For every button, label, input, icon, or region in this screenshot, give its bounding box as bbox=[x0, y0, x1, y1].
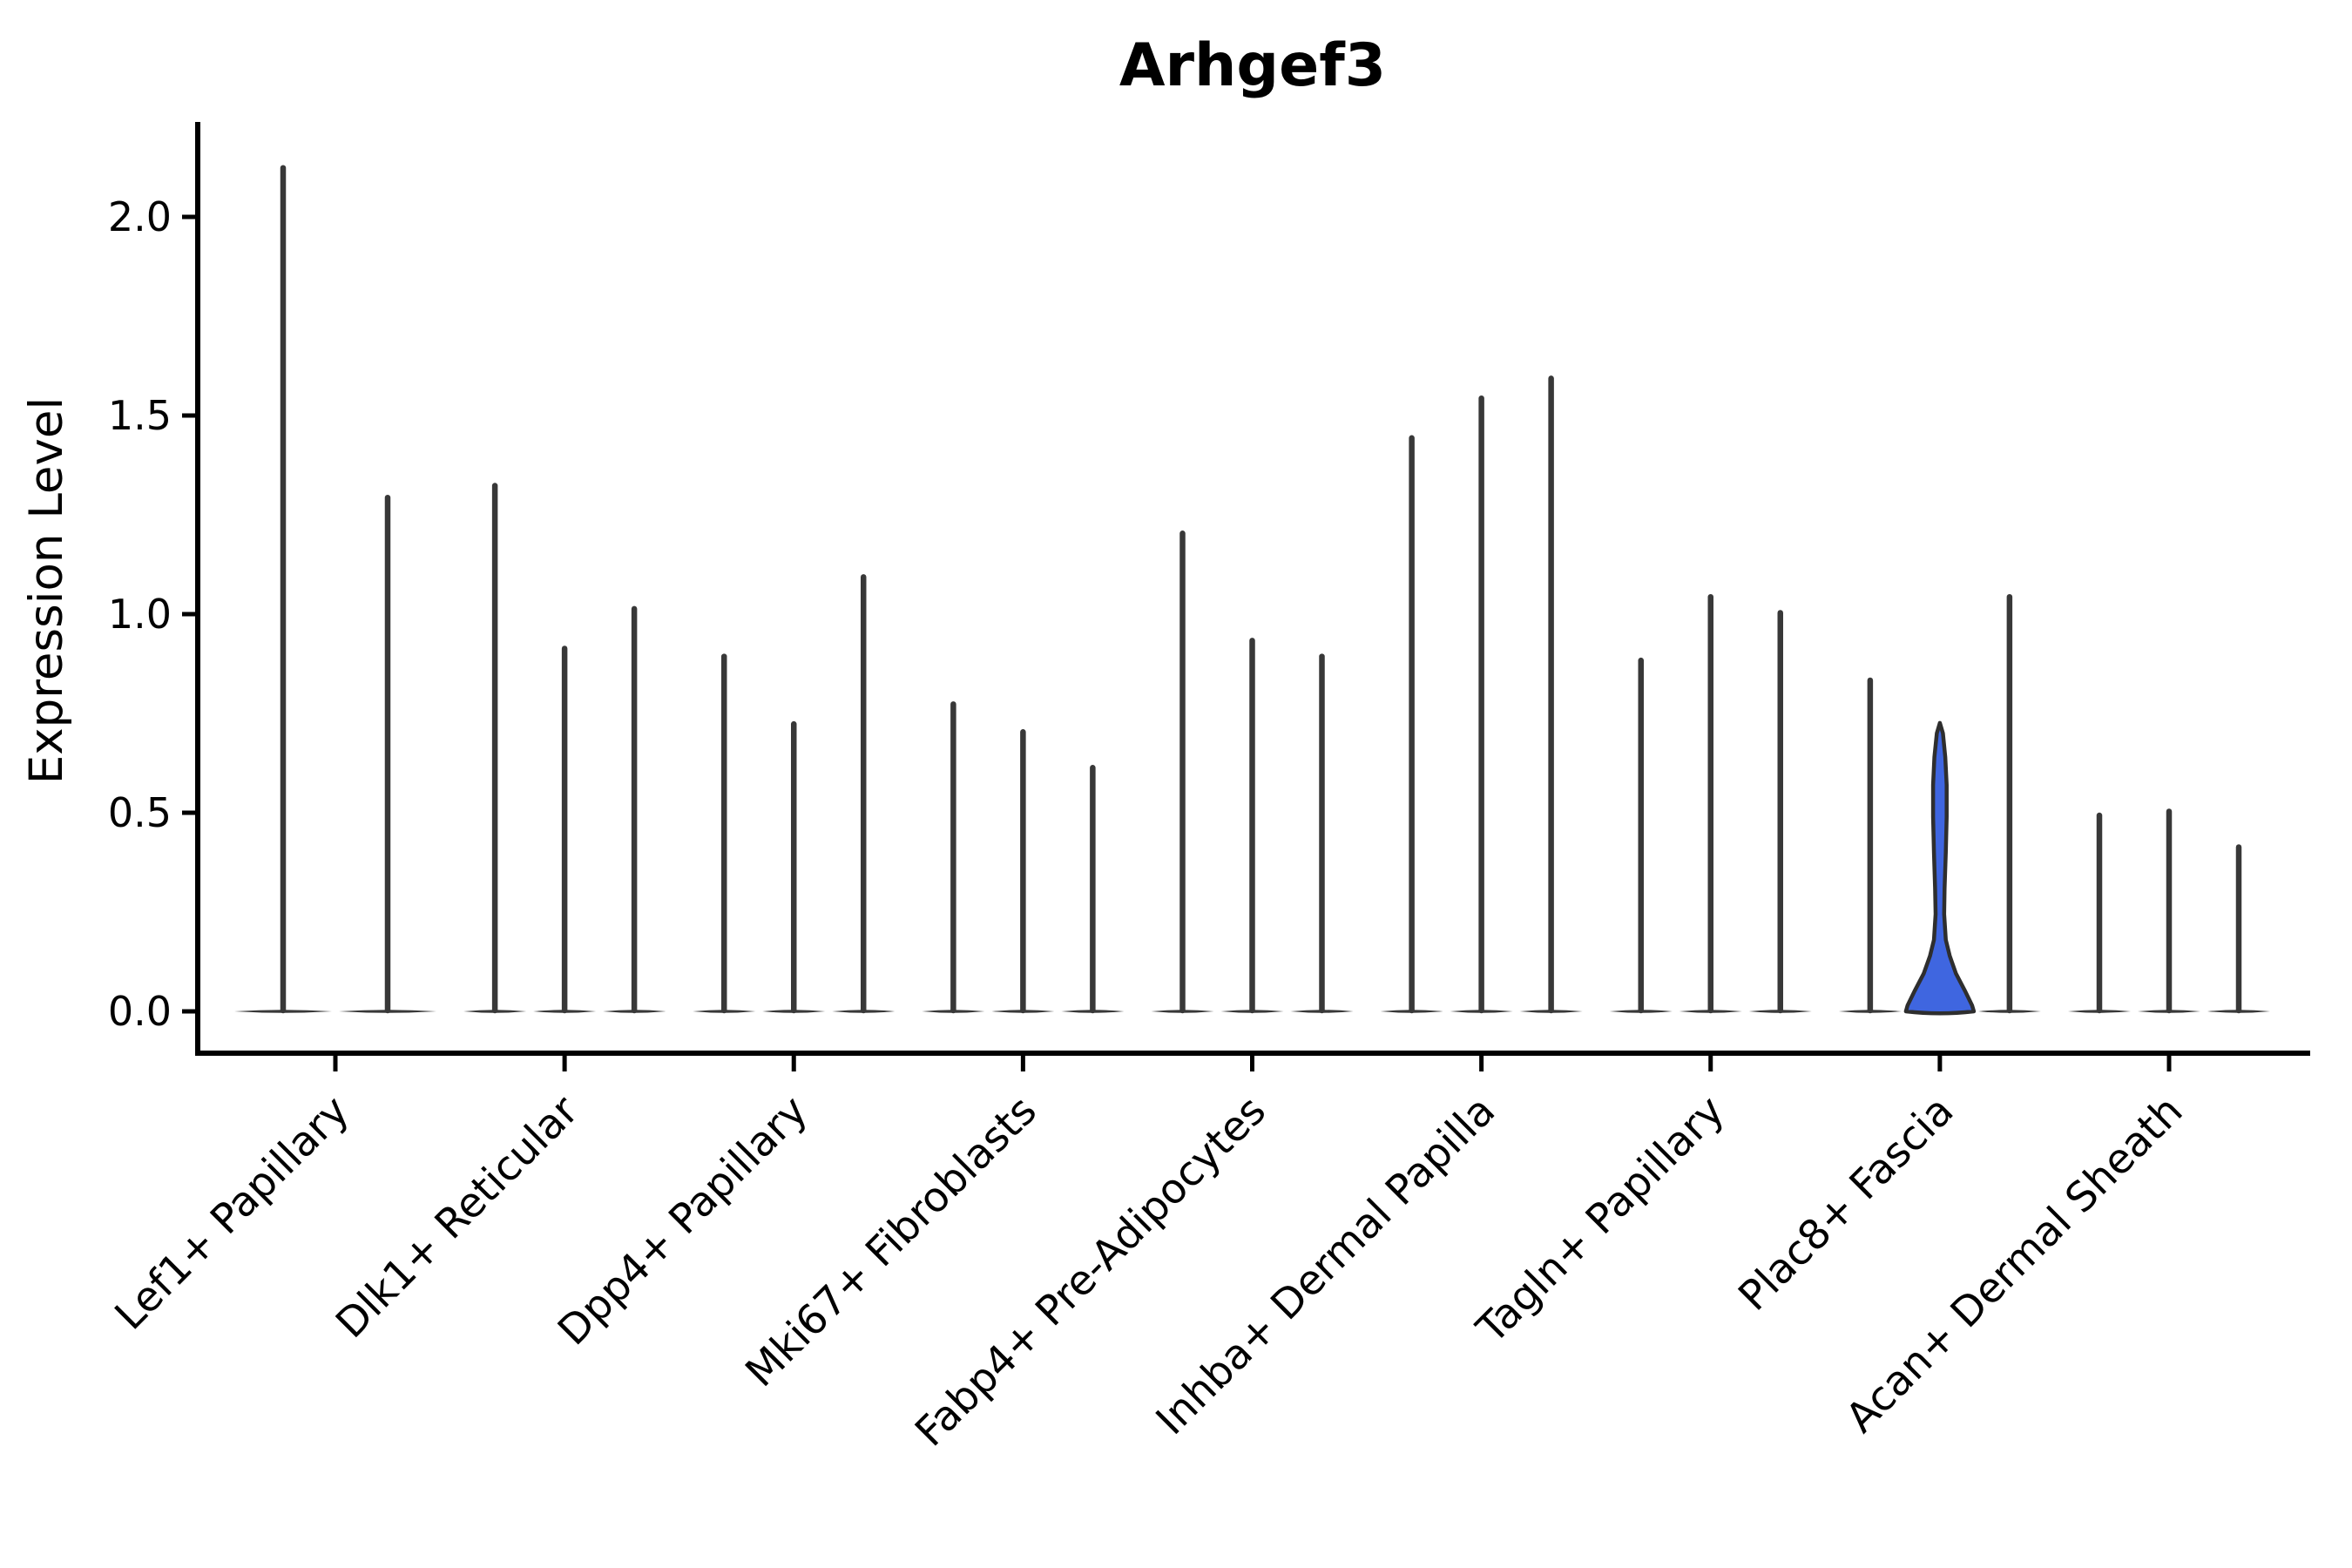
y-axis-label: Expression Level bbox=[20, 397, 73, 784]
x-tick-label: Lef1+ Papillary bbox=[106, 1087, 359, 1340]
y-tick-label: 2.0 bbox=[108, 193, 172, 240]
y-tick-label: 1.0 bbox=[108, 591, 172, 638]
violin-highlighted-Plac8+ Fascia bbox=[1903, 720, 1977, 1016]
x-tick-label: Plac8+ Fascia bbox=[1729, 1087, 1963, 1321]
x-tick-label: Dlk1+ Reticular bbox=[327, 1086, 588, 1348]
y-tick-label: 1.5 bbox=[108, 392, 172, 439]
x-tick-label: Dpp4+ Papillary bbox=[549, 1087, 817, 1355]
y-tick-label: 0.0 bbox=[108, 988, 172, 1035]
y-tick-label: 0.5 bbox=[108, 789, 172, 836]
x-tick-label: Tagln+ Papillary bbox=[1467, 1087, 1734, 1354]
plot-title: Arhgef3 bbox=[1119, 31, 1386, 100]
